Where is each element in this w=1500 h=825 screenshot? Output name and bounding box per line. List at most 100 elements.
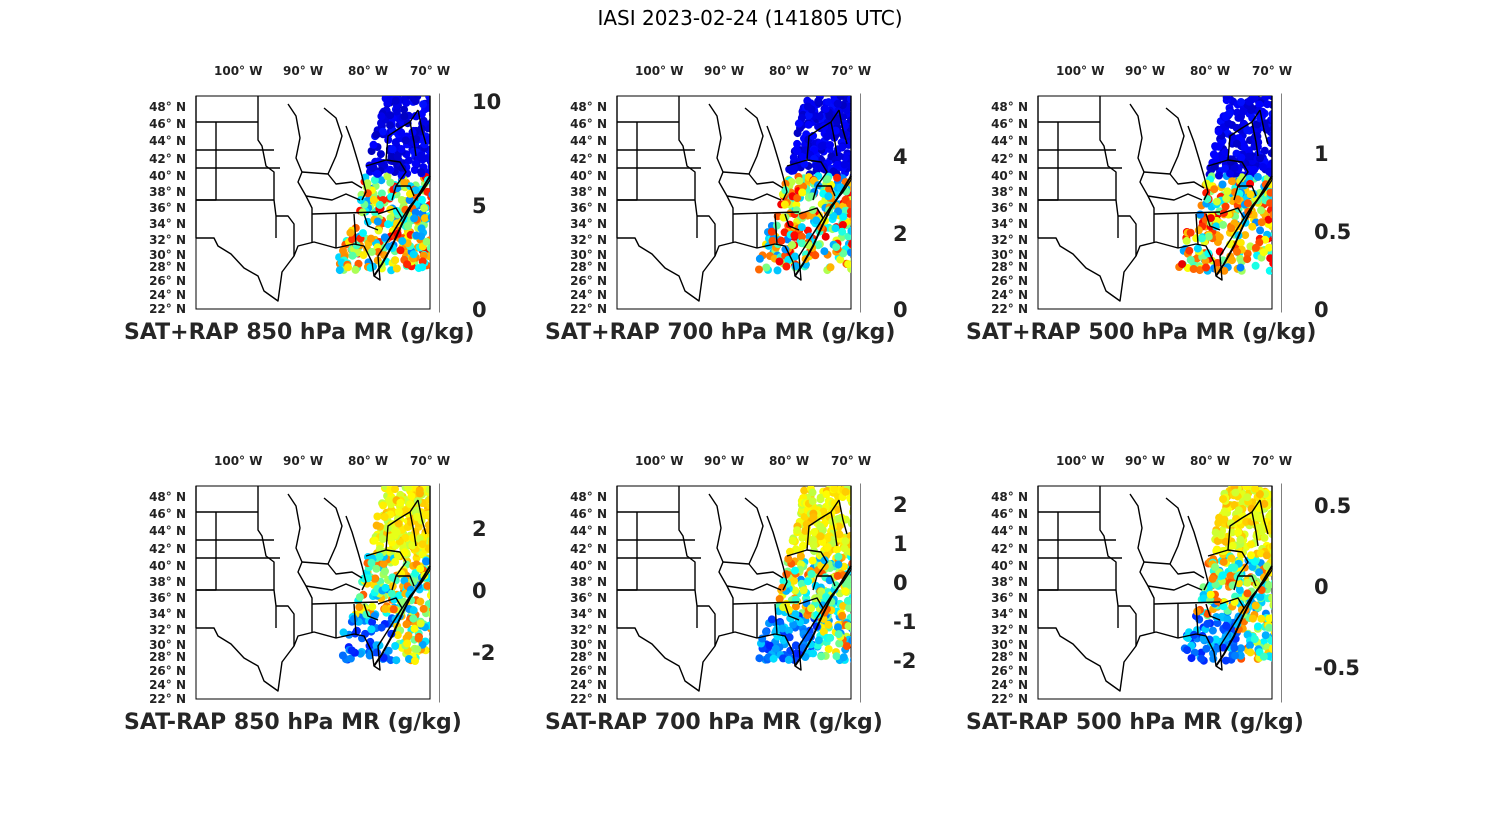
observation-point bbox=[797, 579, 806, 588]
latitude-tick-label: 42° N bbox=[149, 542, 186, 556]
observation-point bbox=[1266, 199, 1272, 208]
observation-point bbox=[372, 641, 381, 650]
state-boundaries bbox=[616, 486, 852, 692]
observation-point bbox=[849, 508, 851, 516]
observation-point bbox=[1271, 657, 1272, 662]
latitude-tick-label: 48° N bbox=[149, 490, 186, 504]
observation-point bbox=[432, 94, 440, 102]
observation-point bbox=[397, 196, 406, 204]
observation-point bbox=[1273, 570, 1281, 578]
panel-title: SAT-RAP 850 hPa MR (g/kg) bbox=[124, 710, 462, 735]
observation-point bbox=[400, 179, 409, 187]
observation-point bbox=[1257, 206, 1265, 215]
observation-point bbox=[352, 241, 361, 250]
map-panel-p1: 100° W 90° W 80° W 70° W 48° N 46° N 44° N 42° … bbox=[100, 48, 501, 378]
observation-point bbox=[1273, 180, 1281, 188]
observation-point bbox=[428, 588, 430, 596]
observation-point bbox=[855, 255, 861, 263]
observation-point bbox=[851, 96, 859, 104]
observation-point bbox=[1244, 152, 1253, 161]
observation-point bbox=[398, 237, 407, 246]
observation-point bbox=[388, 145, 397, 154]
state-boundary-line bbox=[617, 168, 638, 201]
colorbar-tick-label: 0 bbox=[893, 298, 908, 322]
observation-point bbox=[773, 266, 782, 275]
observation-point bbox=[841, 487, 850, 496]
observation-point bbox=[1213, 619, 1222, 627]
observation-point bbox=[1275, 124, 1282, 132]
observation-point bbox=[814, 97, 823, 106]
observation-point bbox=[434, 482, 440, 490]
latitude-tick-label: 22° N bbox=[991, 302, 1028, 316]
state-boundary-line bbox=[385, 499, 419, 551]
panel-title: SAT-RAP 500 hPa MR (g/kg) bbox=[966, 710, 1304, 735]
observation-point bbox=[429, 553, 430, 555]
observation-point bbox=[370, 536, 379, 545]
observation-point bbox=[1237, 98, 1245, 106]
observation-point bbox=[815, 112, 824, 121]
observation-point bbox=[1256, 154, 1264, 163]
map-panel-p4: 100° W 90° W 80° W 70° W 48° N 46° N 44° N 42° … bbox=[100, 438, 495, 768]
latitude-tick-label: 42° N bbox=[570, 542, 607, 556]
observation-point bbox=[420, 204, 429, 213]
observation-point bbox=[392, 656, 401, 665]
observation-point bbox=[852, 497, 860, 505]
latitude-tick-label: 22° N bbox=[991, 692, 1028, 706]
observation-point bbox=[841, 587, 850, 596]
longitude-tick-label: 100° W bbox=[214, 454, 263, 468]
observation-point bbox=[1219, 495, 1228, 504]
observation-point bbox=[799, 541, 807, 550]
observation-point bbox=[424, 521, 430, 530]
latitude-tick-label: 30° N bbox=[991, 638, 1028, 652]
observation-point bbox=[846, 116, 851, 125]
latitude-tick-label: 28° N bbox=[570, 650, 607, 664]
observation-point bbox=[432, 170, 440, 178]
observation-point bbox=[854, 499, 861, 507]
observation-point bbox=[430, 236, 438, 244]
observation-point bbox=[1219, 602, 1228, 611]
observation-point bbox=[375, 552, 384, 561]
state-boundary-line bbox=[345, 125, 363, 177]
observation-point bbox=[817, 652, 826, 661]
observation-point bbox=[844, 260, 851, 269]
observation-point bbox=[1243, 589, 1252, 598]
observation-point bbox=[404, 631, 413, 640]
observation-point bbox=[853, 495, 861, 503]
observation-point bbox=[1269, 148, 1272, 157]
observation-point bbox=[1197, 654, 1206, 663]
observation-point bbox=[433, 527, 440, 535]
observation-point bbox=[853, 217, 861, 225]
colorbar-tick-label: -2 bbox=[893, 649, 917, 674]
observation-point bbox=[1274, 497, 1282, 505]
state-boundary-line bbox=[396, 575, 415, 587]
observation-point bbox=[1274, 579, 1282, 587]
state-boundary-line bbox=[678, 96, 696, 200]
observation-point bbox=[1260, 499, 1269, 508]
observation-point bbox=[854, 171, 861, 179]
latitude-tick-label: 40° N bbox=[570, 169, 607, 183]
observation-point bbox=[1276, 524, 1282, 532]
observation-point bbox=[367, 625, 376, 634]
observation-point bbox=[822, 593, 831, 601]
state-boundary-line bbox=[1227, 109, 1261, 161]
figure-title: IASI 2023-02-24 (141805 UTC) bbox=[597, 6, 903, 30]
observation-point bbox=[852, 178, 860, 186]
observation-point bbox=[1264, 581, 1272, 590]
observation-point bbox=[1237, 153, 1246, 162]
state-boundary-line bbox=[417, 499, 427, 535]
observation-point bbox=[1271, 525, 1272, 529]
observation-point bbox=[372, 521, 381, 530]
state-boundary-line bbox=[361, 565, 367, 591]
observation-point bbox=[844, 622, 851, 631]
observation-point bbox=[1193, 244, 1202, 253]
observation-point bbox=[1275, 620, 1282, 628]
observation-point bbox=[786, 614, 795, 623]
observation-point bbox=[843, 581, 851, 590]
observation-point bbox=[847, 519, 851, 528]
state-boundary-line bbox=[257, 96, 275, 200]
observation-point bbox=[850, 126, 851, 129]
observation-point bbox=[428, 611, 430, 618]
latitude-tick-label: 40° N bbox=[149, 559, 186, 573]
observation-point bbox=[429, 109, 430, 112]
observation-point bbox=[854, 583, 861, 591]
